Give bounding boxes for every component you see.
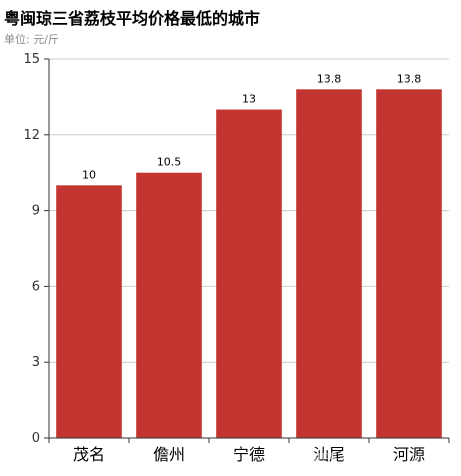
x-category-label: 汕尾 bbox=[313, 445, 345, 464]
bar bbox=[216, 109, 282, 439]
bar-value-label: 13.8 bbox=[317, 72, 342, 85]
y-tick-label: 9 bbox=[32, 204, 40, 219]
watermark: 知乎 @python_boss bbox=[312, 452, 437, 467]
y-tick-label: 3 bbox=[32, 355, 40, 370]
x-category-label: 儋州 bbox=[153, 445, 185, 464]
y-tick-label: 0 bbox=[32, 431, 40, 446]
bar bbox=[376, 89, 442, 438]
bar-value-label: 13.8 bbox=[397, 72, 422, 85]
bar bbox=[296, 89, 362, 438]
x-category-label: 宁德 bbox=[233, 445, 265, 464]
bar-value-label: 13 bbox=[242, 93, 256, 106]
y-tick-label: 6 bbox=[32, 279, 40, 294]
x-category-label: 河源 bbox=[393, 445, 425, 464]
bar-value-label: 10 bbox=[82, 168, 96, 181]
x-category-label: 茂名 bbox=[73, 445, 105, 464]
y-tick-label: 12 bbox=[23, 128, 40, 143]
y-tick-label: 15 bbox=[23, 52, 40, 67]
chart-title: 粤闽琼三省荔枝平均价格最低的城市 bbox=[4, 9, 261, 28]
bar-value-label: 10.5 bbox=[157, 156, 182, 169]
chart-subtitle: 单位: 元/斤 bbox=[4, 33, 59, 46]
bar bbox=[56, 185, 122, 438]
bar bbox=[136, 172, 202, 438]
